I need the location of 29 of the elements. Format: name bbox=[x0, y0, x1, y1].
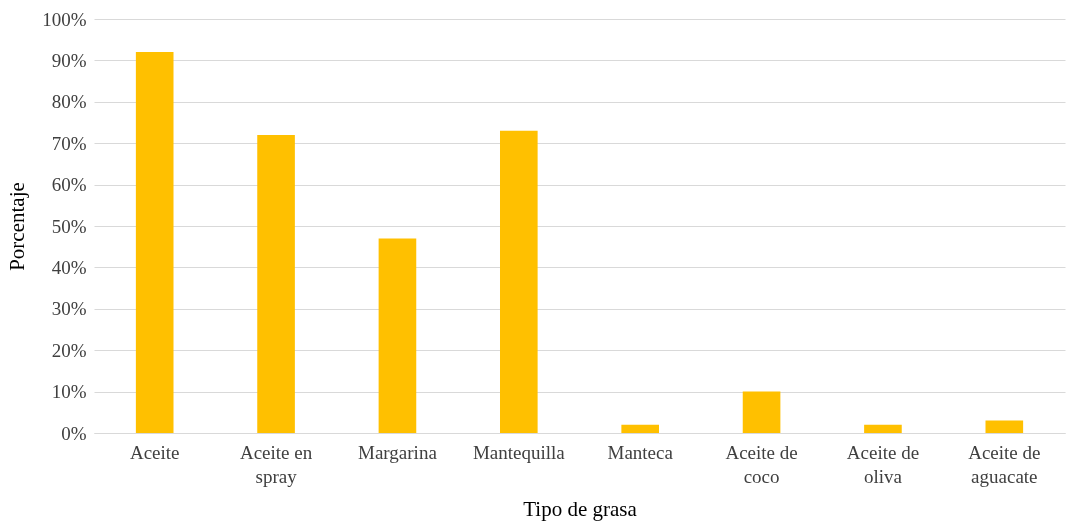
y-tick-label: 80% bbox=[51, 91, 87, 113]
x-tick-label: Aceite bbox=[129, 441, 180, 463]
x-tick-label: Manteca bbox=[607, 441, 674, 463]
x-axis-title: Tipo de grasa bbox=[523, 496, 638, 521]
bar bbox=[864, 424, 902, 433]
bar bbox=[257, 134, 295, 433]
y-tick-label: 40% bbox=[51, 256, 87, 278]
x-tick-label: Margarina bbox=[358, 441, 438, 463]
x-tick-label: Mantequilla bbox=[472, 441, 566, 463]
y-tick-label: 90% bbox=[51, 49, 87, 71]
y-axis-title: Porcentaje bbox=[5, 182, 30, 271]
y-tick-label: 70% bbox=[51, 132, 87, 154]
x-tick-label: Aceite de aguacate bbox=[968, 441, 1041, 487]
y-tick-label: 50% bbox=[51, 215, 87, 237]
bar bbox=[621, 424, 659, 433]
bar bbox=[378, 238, 417, 433]
y-tick-label: 10% bbox=[51, 381, 87, 403]
bar bbox=[742, 391, 781, 433]
bar bbox=[985, 420, 1024, 433]
y-tick-label: 0% bbox=[61, 422, 87, 444]
y-tick-label: 60% bbox=[51, 174, 87, 196]
y-tick-label: 100% bbox=[42, 8, 87, 30]
y-tick-label: 30% bbox=[51, 298, 87, 320]
x-tick-label: Aceite de oliva bbox=[846, 441, 920, 487]
bar bbox=[135, 52, 174, 433]
x-tick-label: Aceite de coco bbox=[725, 441, 798, 487]
bar bbox=[500, 130, 538, 433]
x-tick-label: Aceite en spray bbox=[239, 441, 313, 487]
y-tick-label: 20% bbox=[51, 339, 87, 361]
